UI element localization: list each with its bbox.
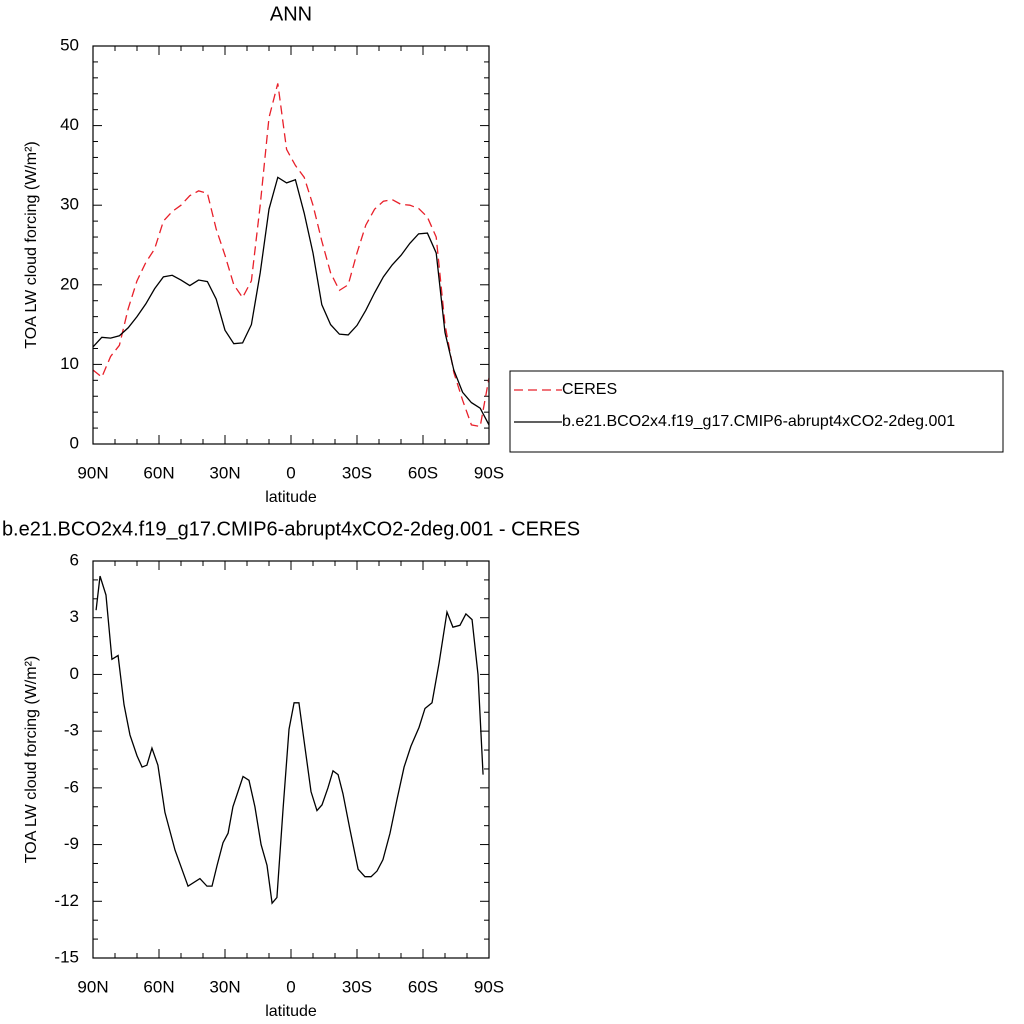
y-tick-label: -3 — [64, 721, 79, 740]
x-tick-label: 30N — [209, 463, 240, 482]
y-tick-label: -6 — [64, 777, 79, 796]
y-tick-label: 50 — [60, 35, 79, 54]
chart-title: ANN — [270, 3, 312, 25]
y-axis-label: TOA LW cloud forcing (W/m²) — [23, 656, 40, 863]
y-tick-label: 6 — [70, 550, 79, 569]
legend-box — [509, 370, 1004, 453]
legend-label: CERES — [562, 381, 617, 398]
y-tick-label: 10 — [60, 354, 79, 373]
y-axis-label: TOA LW cloud forcing (W/m²) — [23, 141, 40, 348]
x-tick-label: 60N — [143, 977, 174, 996]
x-tick-label: 60S — [408, 463, 438, 482]
x-tick-label: 90N — [77, 977, 108, 996]
data-line — [95, 575, 484, 905]
y-tick-label: 20 — [60, 274, 79, 293]
y-tick-label: 40 — [60, 115, 79, 134]
x-axis-label: latitude — [265, 489, 317, 506]
y-tick-label: 0 — [70, 664, 79, 683]
x-tick-label: 0 — [286, 977, 295, 996]
legend-label: b.e21.BCO2x4.f19_g17.CMIP6-abrupt4xCO2-2… — [562, 413, 955, 430]
plot-frame — [92, 45, 490, 445]
y-tick-label: -15 — [54, 947, 79, 966]
x-tick-label: 30S — [342, 463, 372, 482]
chart-title: b.e21.BCO2x4.f19_g17.CMIP6-abrupt4xCO2-2… — [2, 518, 580, 540]
x-tick-label: 30S — [342, 977, 372, 996]
x-tick-label: 30N — [209, 977, 240, 996]
x-tick-label: 60S — [408, 977, 438, 996]
y-tick-label: -9 — [64, 834, 79, 853]
x-axis-label: latitude — [265, 1003, 317, 1020]
x-tick-label: 0 — [286, 463, 295, 482]
x-tick-label: 90S — [474, 977, 504, 996]
x-tick-label: 90N — [77, 463, 108, 482]
y-tick-label: 3 — [70, 607, 79, 626]
data-line — [92, 83, 490, 428]
y-tick-label: 0 — [70, 433, 79, 452]
y-tick-label: 30 — [60, 195, 79, 214]
x-tick-label: 90S — [474, 463, 504, 482]
data-line — [92, 176, 490, 426]
x-tick-label: 60N — [143, 463, 174, 482]
y-tick-label: -12 — [54, 891, 79, 910]
plot-frame — [92, 560, 490, 959]
